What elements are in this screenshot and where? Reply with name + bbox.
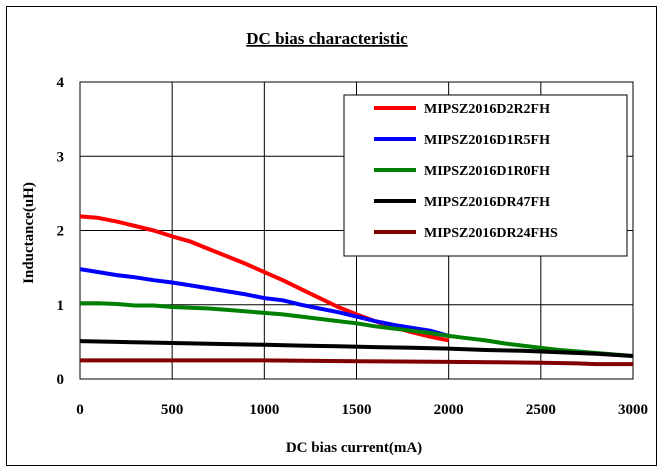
- plot-border: [79, 81, 634, 380]
- legend-entry: MIPSZ2016D1R0FH: [424, 164, 550, 179]
- x-tick-label: 2000: [434, 402, 464, 418]
- legend-entry: MIPSZ2016DR47FH: [424, 195, 550, 210]
- x-tick-label: 0: [76, 402, 84, 418]
- x-tick-label: 500: [161, 402, 184, 418]
- x-axis-label: DC bias current(mA): [286, 440, 422, 456]
- legend-entry: MIPSZ2016D2R2FH: [424, 102, 550, 117]
- legend-entry: MIPSZ2016D1R5FH: [424, 133, 550, 148]
- y-tick-label: 2: [57, 224, 65, 240]
- x-tick-label: 1000: [249, 402, 279, 418]
- y-tick-label: 4: [57, 75, 65, 91]
- x-tick-label: 1500: [342, 402, 372, 418]
- series-line: [79, 267, 450, 338]
- series-line: [80, 301, 634, 358]
- legend-box: [343, 94, 628, 257]
- y-tick-label: 1: [57, 298, 65, 314]
- chart-title: DC bias characteristic: [246, 29, 408, 48]
- series-line: [80, 358, 633, 367]
- x-tick-label: 2500: [526, 402, 556, 418]
- series-line: [79, 339, 634, 358]
- y-tick-label: 0: [57, 372, 65, 388]
- y-tick-label: 3: [57, 149, 65, 165]
- x-tick-label: 3000: [618, 402, 648, 418]
- legend-entry: MIPSZ2016DR24FHS: [424, 226, 558, 241]
- y-axis-label: Inductance(uH): [21, 182, 37, 284]
